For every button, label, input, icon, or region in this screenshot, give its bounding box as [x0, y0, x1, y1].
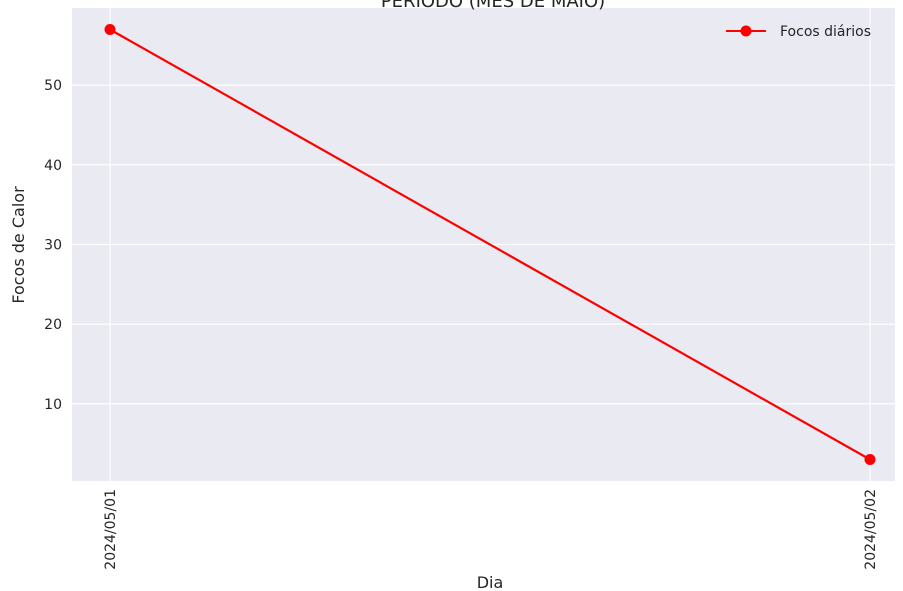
legend-point-marker	[740, 25, 752, 37]
grid-lines	[72, 8, 895, 481]
x-axis-label: Dia	[477, 573, 504, 591]
y-axis-label: Focos de Calor	[9, 186, 28, 304]
data-point	[864, 454, 876, 465]
data-point	[104, 24, 116, 35]
x-tick-labels: 2024/05/01 2024/05/02	[103, 489, 879, 570]
series-line	[109, 28, 871, 461]
y-tick-label: 40	[44, 158, 62, 174]
series-layer	[104, 24, 876, 465]
x-tick-label: 2024/05/02	[863, 489, 879, 570]
y-tick-label: 50	[44, 78, 62, 94]
chart-title: PERÍODO (MÊS DE MAIO)	[381, 0, 605, 12]
x-tick-label: 2024/05/01	[103, 489, 119, 570]
y-tick-label: 20	[44, 317, 62, 333]
y-tick-label: 30	[44, 238, 62, 254]
y-tick-labels: 10 20 30 40 50	[44, 78, 62, 413]
legend-label: Focos diários	[780, 24, 871, 40]
y-tick-label: 10	[44, 397, 62, 413]
legend: Focos diários	[726, 24, 871, 40]
